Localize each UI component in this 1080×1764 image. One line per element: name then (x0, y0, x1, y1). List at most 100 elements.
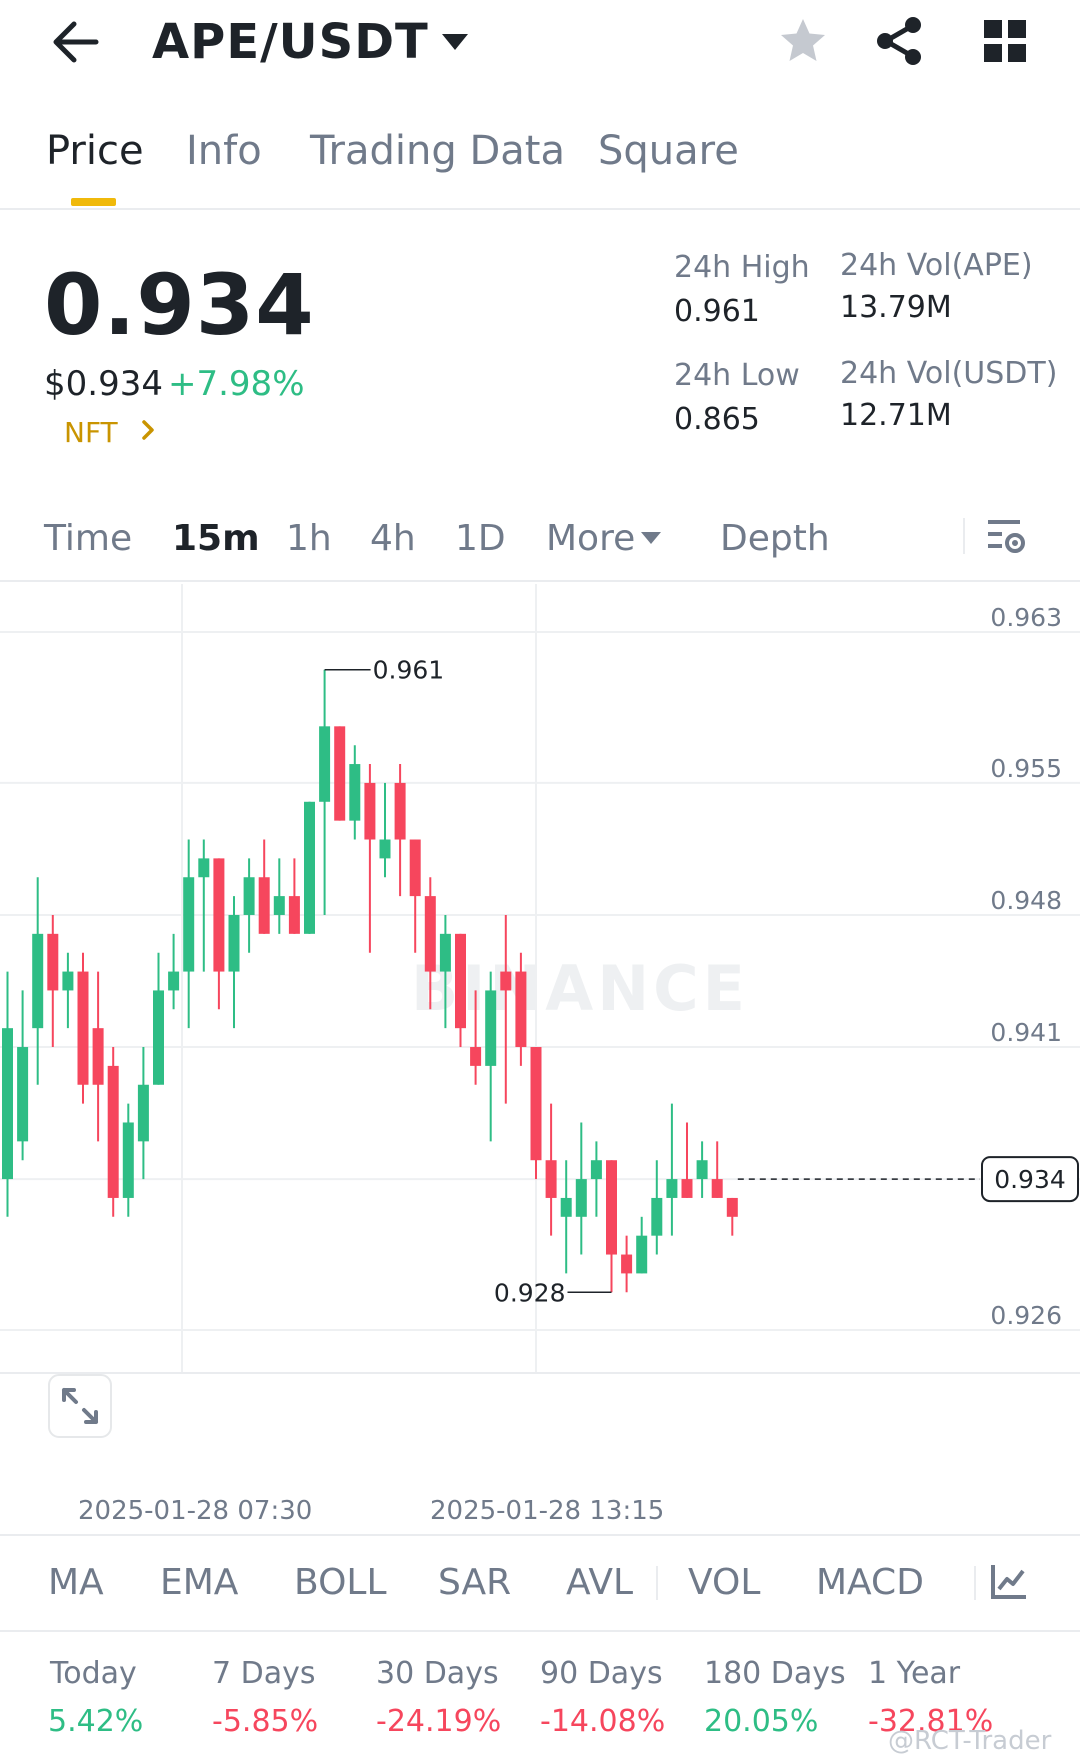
interval-time[interactable]: Time (44, 518, 133, 559)
perf-value-30d: -24.19% (376, 1704, 502, 1739)
candle (470, 990, 482, 1085)
indicator-ma[interactable]: MA (48, 1562, 104, 1603)
candle (379, 782, 391, 878)
interval-bar: Time 15m 1h 4h 1D More Depth (0, 500, 1080, 582)
indicator-macd[interactable]: MACD (816, 1562, 924, 1603)
candle-body (515, 971, 527, 1048)
x-axis-label: 2025-01-28 07:30 (78, 1496, 313, 1526)
indicator-sar[interactable]: SAR (438, 1562, 512, 1603)
last-price: 0.934 (44, 256, 315, 354)
candle (334, 726, 346, 821)
caret-down-icon[interactable] (440, 30, 470, 54)
indicator-bar: MA EMA BOLL SAR AVL VOL MACD (0, 1534, 1080, 1632)
candle-body (17, 1047, 29, 1142)
y-tick-label: 0.926 (990, 1301, 1062, 1330)
indicator-avl[interactable]: AVL (566, 1562, 634, 1603)
candle-body (349, 764, 361, 821)
candle (485, 971, 497, 1142)
perf-label-180d: 180 Days (704, 1656, 846, 1691)
interval-1h[interactable]: 1h (286, 518, 332, 559)
candle (304, 801, 315, 934)
candle-body (107, 1065, 119, 1198)
interval-1d[interactable]: 1D (455, 518, 506, 559)
candle (590, 1141, 602, 1217)
candle-body (560, 1197, 572, 1217)
candle (122, 1103, 134, 1217)
candle-body (651, 1197, 663, 1236)
candle (17, 990, 29, 1161)
candle-body (137, 1084, 149, 1142)
screenshot-watermark: @RCT-Trader (888, 1726, 1052, 1756)
indicator-chart-icon[interactable] (990, 1562, 1028, 1600)
vol-base-label: 24h Vol(APE) (840, 248, 1033, 283)
price-usd: $0.934 (44, 364, 163, 404)
candle-body (62, 971, 74, 991)
arrow-left-icon[interactable] (48, 14, 104, 70)
candle (228, 896, 240, 1029)
candle-body (621, 1254, 633, 1274)
indicator-boll[interactable]: BOLL (294, 1562, 387, 1603)
candle-body (711, 1179, 723, 1198)
candle (651, 1160, 663, 1255)
divider (656, 1566, 658, 1600)
interval-more[interactable]: More (546, 518, 636, 559)
candle (606, 1160, 617, 1293)
indicator-vol[interactable]: VOL (688, 1562, 761, 1603)
interval-15m[interactable]: 15m (172, 518, 260, 559)
candle (394, 764, 406, 897)
pair-title[interactable]: APE/USDT (152, 14, 429, 70)
high-marker-label: 0.961 (373, 656, 445, 685)
candle-body (379, 839, 391, 859)
candle-body (122, 1122, 134, 1198)
indicator-ema[interactable]: EMA (160, 1562, 239, 1603)
tab-trading-data[interactable]: Trading Data (310, 128, 565, 174)
candle (364, 764, 376, 953)
candle-body (696, 1160, 708, 1180)
candle (455, 933, 466, 1048)
candle (273, 858, 285, 934)
candle-body (726, 1197, 738, 1217)
vol-base-value: 13.79M (840, 290, 952, 325)
star-icon[interactable] (778, 16, 828, 66)
grid-icon[interactable] (984, 20, 1026, 62)
candle-body (606, 1160, 617, 1255)
tab-info[interactable]: Info (186, 128, 262, 174)
candle (213, 858, 225, 1010)
perf-label-90d: 90 Days (540, 1656, 663, 1691)
candle-body (258, 877, 270, 934)
candle (319, 669, 331, 915)
tab-price[interactable]: Price (46, 128, 144, 174)
candle-body (77, 971, 89, 1085)
category-tag[interactable]: NFT (64, 416, 118, 449)
candle-body (183, 877, 195, 972)
depth-tab[interactable]: Depth (720, 518, 830, 559)
candle-body (273, 896, 285, 915)
price-change: +7.98% (168, 364, 305, 404)
interval-4h[interactable]: 4h (370, 518, 416, 559)
expand-icon[interactable] (48, 1374, 112, 1438)
chart-settings-icon[interactable] (984, 516, 1028, 558)
caret-down-icon[interactable] (640, 530, 662, 546)
candle (198, 839, 210, 972)
candlestick-chart[interactable]: BINANCE 0.961 0.928 0.963 0.955 0.948 0.941 0… (0, 584, 1080, 1374)
y-tick-label: 0.955 (990, 754, 1062, 783)
candle (92, 971, 104, 1142)
candle (439, 914, 451, 1029)
share-icon[interactable] (874, 16, 924, 66)
candle (424, 877, 436, 1010)
tab-square[interactable]: Square (598, 128, 739, 174)
chart-watermark: BINANCE (411, 952, 749, 1025)
candle (621, 1235, 633, 1293)
perf-label-today: Today (50, 1656, 137, 1691)
chart-canvas[interactable]: BINANCE 0.961 0.928 0.963 0.955 0.948 0.941 0… (0, 584, 1080, 1374)
candle (2, 971, 13, 1217)
candle-body (228, 914, 240, 972)
candle (153, 952, 164, 1085)
candle-body (198, 858, 210, 878)
active-tab-indicator (71, 198, 116, 206)
candle-body (424, 896, 436, 972)
last-price-badge[interactable]: 0.934 (981, 1156, 1079, 1203)
candle (107, 1047, 119, 1217)
chevron-right-icon[interactable] (140, 418, 156, 442)
candle (77, 952, 89, 1104)
